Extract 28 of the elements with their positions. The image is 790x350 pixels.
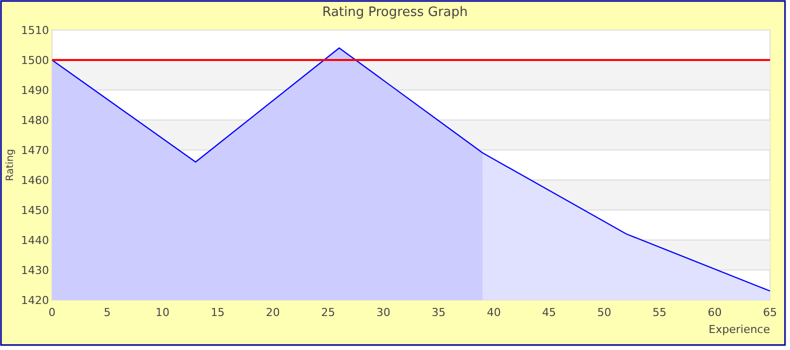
y-tick-label: 1440 [21, 234, 49, 247]
x-tick-label: 20 [266, 306, 280, 319]
x-tick-label: 5 [104, 306, 111, 319]
y-tick-label: 1480 [21, 114, 49, 127]
line-series [51, 47, 771, 292]
x-tick-label: 60 [708, 306, 722, 319]
x-tick-label: 10 [155, 306, 170, 319]
x-tick-label: 35 [432, 306, 446, 319]
x-tick-label: 40 [486, 306, 501, 319]
x-tick-label: 30 [376, 306, 390, 319]
x-tick-label: 55 [652, 306, 667, 319]
y-tick-label: 1460 [21, 174, 49, 187]
x-tick-label: 65 [763, 306, 777, 319]
y-tick-label: 1510 [21, 24, 49, 37]
x-tick-label: 15 [210, 306, 225, 319]
chart-title: Rating Progress Graph [322, 5, 468, 20]
y-tick-label: 1450 [21, 204, 49, 217]
y-tick-label: 1470 [21, 144, 49, 157]
x-tick-label: 25 [321, 306, 336, 319]
y-tick-label: 1490 [21, 84, 49, 97]
x-tick-label: 45 [542, 306, 556, 319]
y-axis-title: Rating [5, 148, 16, 182]
y-tick-label: 1500 [21, 54, 49, 67]
x-axis-title: Experience [708, 323, 770, 336]
y-tick-label: 1430 [21, 264, 49, 277]
x-tick-label: 50 [597, 306, 612, 319]
x-tick-label: 0 [48, 306, 56, 319]
y-tick-label: 1420 [21, 294, 49, 307]
